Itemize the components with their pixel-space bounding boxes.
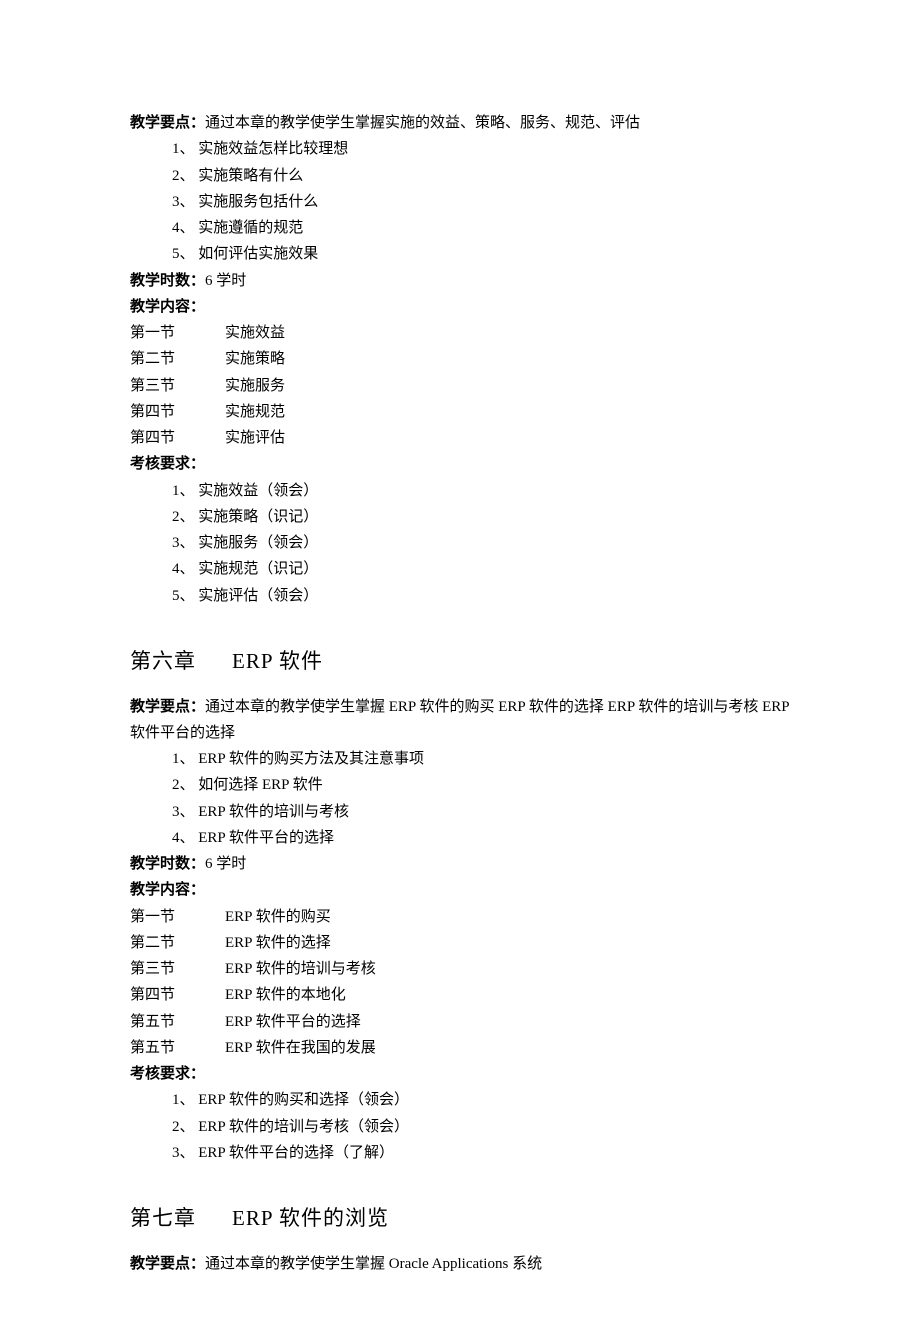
toc-section-title: 实施规范	[225, 399, 790, 425]
toc-row: 第四节 实施评估	[130, 425, 790, 451]
toc-section-num: 第三节	[130, 373, 225, 399]
toc-section-num: 第五节	[130, 1035, 225, 1061]
exam-label: 考核要求：	[130, 1061, 790, 1087]
toc-row: 第一节 ERP 软件的购买	[130, 904, 790, 930]
toc-section-num: 第四节	[130, 982, 225, 1008]
toc-section-num: 第三节	[130, 956, 225, 982]
toc-row: 第四节 ERP 软件的本地化	[130, 982, 790, 1008]
toc-row: 第五节 ERP 软件在我国的发展	[130, 1035, 790, 1061]
toc-row: 第二节 实施策略	[130, 346, 790, 372]
list-item: 5、 实施评估（领会）	[130, 583, 790, 609]
list-item: 3、 ERP 软件平台的选择（了解）	[130, 1140, 790, 1166]
chapter-title: ERP 软件的浏览	[232, 1206, 389, 1230]
list-item: 4、 实施规范（识记）	[130, 556, 790, 582]
hours-label: 教学时数：	[130, 856, 205, 872]
keypoints-line: 教学要点：通过本章的教学使学生掌握 Oracle Applications 系统	[130, 1251, 790, 1277]
toc-section-title: ERP 软件的购买	[225, 904, 790, 930]
toc-row: 第二节 ERP 软件的选择	[130, 930, 790, 956]
list-item: 1、 ERP 软件的购买方法及其注意事项	[130, 746, 790, 772]
hours-label: 教学时数：	[130, 273, 205, 289]
list-item: 2、 ERP 软件的培训与考核（领会）	[130, 1114, 790, 1140]
toc-section-title: 实施效益	[225, 320, 790, 346]
content-label: 教学内容：	[130, 294, 790, 320]
list-item: 3、 实施服务（领会）	[130, 530, 790, 556]
toc-section-title: ERP 软件的选择	[225, 930, 790, 956]
toc-section-num: 第四节	[130, 399, 225, 425]
hours-value: 6 学时	[205, 273, 246, 289]
list-item: 2、 实施策略有什么	[130, 163, 790, 189]
chapter-title: ERP 软件	[232, 649, 323, 673]
toc-row: 第三节 ERP 软件的培训与考核	[130, 956, 790, 982]
hours-value: 6 学时	[205, 856, 246, 872]
keypoints-label: 教学要点：	[130, 1256, 205, 1272]
keypoints-text: 通过本章的教学使学生掌握 Oracle Applications 系统	[205, 1256, 542, 1272]
toc-section-num: 第一节	[130, 320, 225, 346]
toc-section-title: 实施服务	[225, 373, 790, 399]
chapter-prefix: 第六章	[130, 649, 196, 673]
list-item: 1、 实施效益怎样比较理想	[130, 136, 790, 162]
chapter-heading: 第六章 ERP 软件	[130, 643, 790, 680]
toc-section-title: ERP 软件的本地化	[225, 982, 790, 1008]
document-page: 教学要点：通过本章的教学使学生掌握实施的效益、策略、服务、规范、评估 1、 实施…	[0, 0, 920, 1337]
keypoints-line: 教学要点：通过本章的教学使学生掌握 ERP 软件的购买 ERP 软件的选择 ER…	[130, 694, 790, 747]
keypoints-line: 教学要点：通过本章的教学使学生掌握实施的效益、策略、服务、规范、评估	[130, 110, 790, 136]
list-item: 2、 如何选择 ERP 软件	[130, 772, 790, 798]
toc-row: 第一节 实施效益	[130, 320, 790, 346]
toc-section-num: 第一节	[130, 904, 225, 930]
keypoints-text: 通过本章的教学使学生掌握实施的效益、策略、服务、规范、评估	[205, 115, 640, 131]
keypoints-text: 通过本章的教学使学生掌握 ERP 软件的购买 ERP 软件的选择 ERP 软件的…	[130, 699, 789, 741]
toc-section-num: 第二节	[130, 930, 225, 956]
list-item: 2、 实施策略（识记）	[130, 504, 790, 530]
toc-section-num: 第四节	[130, 425, 225, 451]
toc-section-num: 第五节	[130, 1009, 225, 1035]
exam-label: 考核要求：	[130, 451, 790, 477]
keypoints-label: 教学要点：	[130, 115, 205, 131]
list-item: 5、 如何评估实施效果	[130, 241, 790, 267]
toc-section-title: 实施策略	[225, 346, 790, 372]
list-item: 1、 ERP 软件的购买和选择（领会）	[130, 1087, 790, 1113]
toc-section-title: ERP 软件在我国的发展	[225, 1035, 790, 1061]
toc-section-title: 实施评估	[225, 425, 790, 451]
hours-line: 教学时数：6 学时	[130, 851, 790, 877]
chapter-prefix: 第七章	[130, 1206, 196, 1230]
list-item: 4、 ERP 软件平台的选择	[130, 825, 790, 851]
chapter-heading: 第七章 ERP 软件的浏览	[130, 1200, 790, 1237]
list-item: 3、 ERP 软件的培训与考核	[130, 799, 790, 825]
list-item: 4、 实施遵循的规范	[130, 215, 790, 241]
toc-row: 第四节 实施规范	[130, 399, 790, 425]
toc-row: 第三节 实施服务	[130, 373, 790, 399]
toc-section-num: 第二节	[130, 346, 225, 372]
toc-row: 第五节 ERP 软件平台的选择	[130, 1009, 790, 1035]
list-item: 1、 实施效益（领会）	[130, 478, 790, 504]
content-label: 教学内容：	[130, 877, 790, 903]
keypoints-label: 教学要点：	[130, 699, 205, 715]
list-item: 3、 实施服务包括什么	[130, 189, 790, 215]
toc-section-title: ERP 软件的培训与考核	[225, 956, 790, 982]
hours-line: 教学时数：6 学时	[130, 268, 790, 294]
toc-section-title: ERP 软件平台的选择	[225, 1009, 790, 1035]
